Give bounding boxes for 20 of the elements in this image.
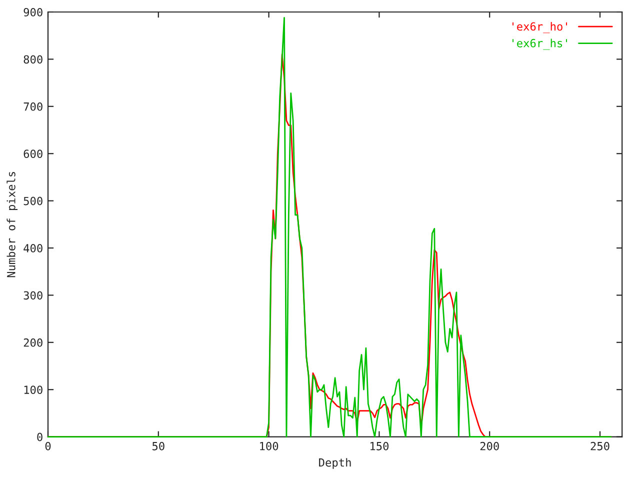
y-tick-label: 800 — [24, 55, 42, 64]
legend-label: 'ex6r_hs' — [512, 38, 567, 50]
y-tick-label: 900 — [24, 8, 42, 16]
x-axis-title: Depth — [319, 458, 351, 469]
y-tick-label: 500 — [24, 196, 42, 206]
y-tick-label: 400 — [24, 244, 42, 252]
x-tick-label: 0 — [45, 442, 51, 450]
y-tick-label: 600 — [24, 150, 42, 158]
y-tick-label: 200 — [24, 338, 42, 347]
y-tick-label: 700 — [24, 102, 42, 111]
y-tick-label: 0 — [37, 432, 42, 442]
x-tick-label: 250 — [590, 442, 610, 450]
x-tick-label: 100 — [260, 442, 278, 450]
y-tick-label: 100 — [24, 386, 42, 394]
x-tick-label: 150 — [370, 442, 389, 450]
y-axis-title: Number of pixels — [6, 172, 18, 278]
legend-label: 'ex6r_ho' — [512, 22, 567, 34]
x-tick-label: 200 — [480, 442, 499, 450]
y-tick-label: 300 — [24, 291, 42, 300]
x-tick-label: 50 — [152, 442, 164, 450]
